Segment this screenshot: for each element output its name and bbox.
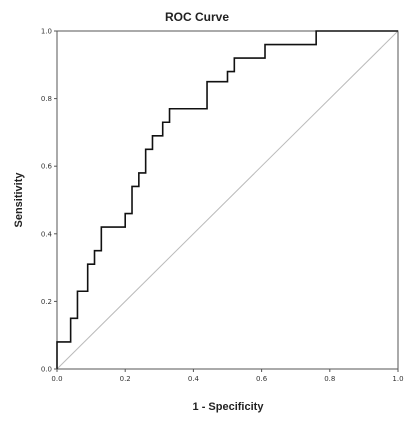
reference-line-layer (56, 30, 399, 370)
x-tick-label: 0.0 (51, 375, 62, 383)
chart-title: ROC Curve (165, 10, 229, 24)
x-tick-label: 0.2 (120, 375, 131, 383)
y-tick-label: 0.2 (41, 298, 52, 306)
y-axis-ticks: 0.0 0.2 0.4 0.6 0.8 1.0 (41, 28, 57, 374)
y-tick-label: 0.4 (41, 230, 53, 238)
x-tick-label: 1.0 (392, 375, 403, 383)
y-tick-label: 0.6 (41, 163, 53, 171)
x-axis-label: 1 - Specificity (193, 401, 265, 413)
x-axis-ticks: 0.0 0.2 0.4 0.6 0.8 1.0 (51, 369, 404, 383)
roc-curve-line (56, 30, 398, 369)
y-tick-label: 1.0 (41, 28, 52, 36)
roc-curve-layer (56, 30, 398, 369)
reference-diagonal-line (56, 30, 399, 370)
y-tick-label: 0.8 (41, 95, 52, 103)
plot-frame (56, 30, 399, 370)
y-axis-label: Sensitivity (13, 172, 25, 228)
y-tick-label: 0.0 (41, 366, 52, 374)
x-tick-label: 0.6 (256, 375, 268, 383)
x-tick-label: 0.8 (324, 375, 335, 383)
x-tick-label: 0.4 (188, 375, 200, 383)
